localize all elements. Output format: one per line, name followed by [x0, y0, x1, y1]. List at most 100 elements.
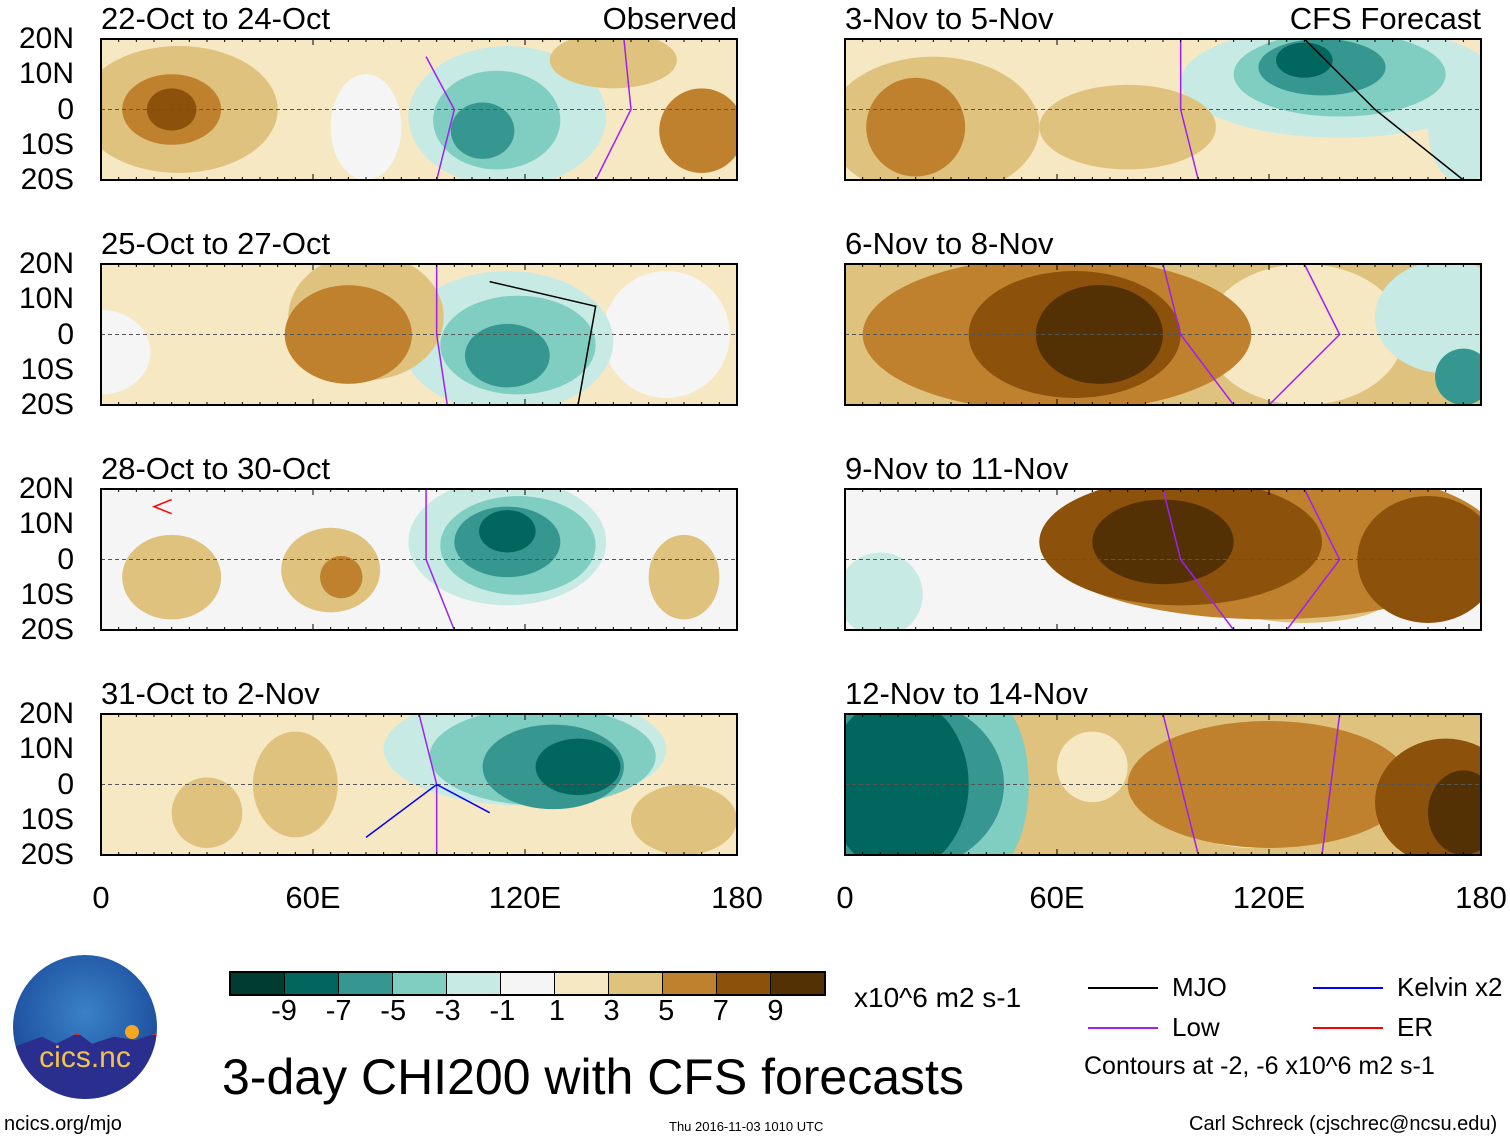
panel-title: 25-Oct to 27-Oct	[101, 226, 331, 261]
anomaly-shading	[845, 552, 923, 630]
colorbar-swatch	[339, 973, 393, 994]
anomaly-shading	[631, 784, 737, 855]
colorbar-tick-label: -3	[434, 995, 461, 1027]
latitude-label: 20S	[20, 613, 74, 646]
anomaly-shading	[464, 323, 550, 388]
longitude-label: 0	[836, 880, 854, 915]
latitude-label: 20N	[18, 472, 74, 505]
colorbar-swatch	[501, 973, 555, 994]
anomaly-shading	[845, 714, 969, 855]
site-link[interactable]: ncics.org/mjo	[4, 1113, 122, 1135]
colorbar-tick-label: 5	[658, 995, 675, 1027]
contour-kelvin-x2	[365, 783, 491, 838]
longitude-label: 180	[1455, 880, 1507, 915]
latitude-label: 10S	[20, 802, 74, 836]
colorbar-swatch	[231, 973, 285, 994]
map-panel	[100, 488, 738, 631]
latitude-label: 0	[57, 767, 74, 801]
colorbar-tick-label: -5	[380, 995, 407, 1027]
latitude-label: 10N	[18, 282, 74, 316]
panel-title: 28-Oct to 30-Oct	[101, 451, 331, 486]
anomaly-shading	[479, 510, 536, 553]
colorbar-tick-label: -1	[489, 995, 516, 1027]
anomaly-shading	[602, 271, 730, 398]
contour-low	[425, 489, 456, 630]
latitude-label: 10S	[20, 577, 74, 611]
anomaly-shading	[1205, 264, 1404, 405]
contour-low	[435, 264, 449, 405]
anomaly-shading	[1057, 731, 1128, 803]
latitude-label: 20N	[18, 22, 74, 55]
map-panel	[844, 713, 1482, 856]
anomaly-shading	[1276, 42, 1333, 78]
contour-low	[1268, 264, 1341, 405]
colorbar-swatch	[609, 973, 663, 994]
contour-low	[1179, 39, 1200, 180]
colorbar-swatch	[393, 973, 447, 994]
panel-title: 3-Nov to 5-Nov	[845, 1, 1054, 36]
longitude-label: 0	[92, 880, 110, 915]
latitude-label: 20N	[18, 697, 74, 730]
latitude-label: 20S	[20, 838, 74, 871]
colorbar-tick-label: 1	[548, 995, 566, 1027]
latitude-label: 20S	[20, 163, 74, 196]
contour-low	[1162, 714, 1200, 855]
anomaly-shading	[320, 555, 363, 599]
contour-note: Contours at -2, -6 x10^6 m2 s-1	[1084, 1052, 1435, 1080]
logo-text: cics.nc	[39, 1041, 131, 1074]
colorbar-swatch	[771, 973, 824, 994]
panel-source-label: CFS Forecast	[1289, 1, 1481, 36]
legend-line	[1313, 1027, 1383, 1029]
colorbar-tick-label: 9	[767, 995, 784, 1027]
colorbar-tick-label: 3	[603, 995, 620, 1027]
anomaly-shading	[101, 309, 151, 395]
latitude-label: 10N	[18, 57, 74, 91]
anomaly-shading	[648, 534, 720, 620]
anomaly-shading	[866, 77, 966, 177]
panel-source-label: Observed	[602, 1, 737, 36]
colorbar	[229, 971, 826, 996]
anomaly-shading	[1092, 499, 1234, 585]
anomaly-shading	[252, 731, 338, 838]
map-panel	[100, 713, 738, 856]
latitude-label: 0	[57, 92, 74, 126]
anomaly-shading	[450, 102, 515, 159]
anomaly-shading	[659, 88, 737, 173]
contour-low	[594, 39, 632, 180]
colorbar-swatch	[555, 973, 609, 994]
latitude-label: 10S	[20, 352, 74, 386]
legend-label: Low	[1172, 1012, 1220, 1042]
panel-title: 22-Oct to 24-Oct	[101, 1, 331, 36]
contour-mjo	[489, 280, 597, 405]
longitude-label: 120E	[488, 880, 562, 915]
cics-logo: cics.nc	[13, 955, 157, 1099]
anomaly-shading	[1428, 70, 1481, 180]
contour-low	[425, 56, 456, 180]
legend-line	[1313, 987, 1383, 989]
anomaly-shading	[1039, 84, 1216, 170]
map-panel	[844, 488, 1482, 631]
anomaly-shading	[122, 534, 222, 620]
panel-title: 9-Nov to 11-Nov	[845, 451, 1069, 486]
contour-low	[1286, 489, 1341, 630]
anomaly-shading	[549, 39, 677, 89]
colorbar-tick-label: 7	[712, 995, 729, 1027]
latitude-label: 10N	[18, 507, 74, 541]
anomaly-shading	[1435, 348, 1481, 405]
panel-title: 6-Nov to 8-Nov	[845, 226, 1054, 261]
longitude-label: 60E	[285, 880, 341, 915]
latitude-label: 10N	[18, 732, 74, 766]
map-panel	[844, 263, 1482, 406]
colorbar-swatch	[447, 973, 501, 994]
timestamp: Thu 2016-11-03 1010 UTC	[669, 1119, 824, 1134]
map-panel	[844, 38, 1482, 181]
legend-line	[1088, 987, 1158, 989]
legend-label: Kelvin x2	[1397, 972, 1503, 1002]
contour-low	[1321, 714, 1341, 855]
credit: Carl Schreck (cjschrec@ncsu.edu)	[1189, 1113, 1498, 1135]
longitude-label: 180	[711, 880, 763, 915]
legend-label: MJO	[1172, 972, 1227, 1002]
latitude-label: 10S	[20, 127, 74, 161]
longitude-label: 60E	[1029, 880, 1085, 915]
map-panels	[100, 38, 1482, 856]
